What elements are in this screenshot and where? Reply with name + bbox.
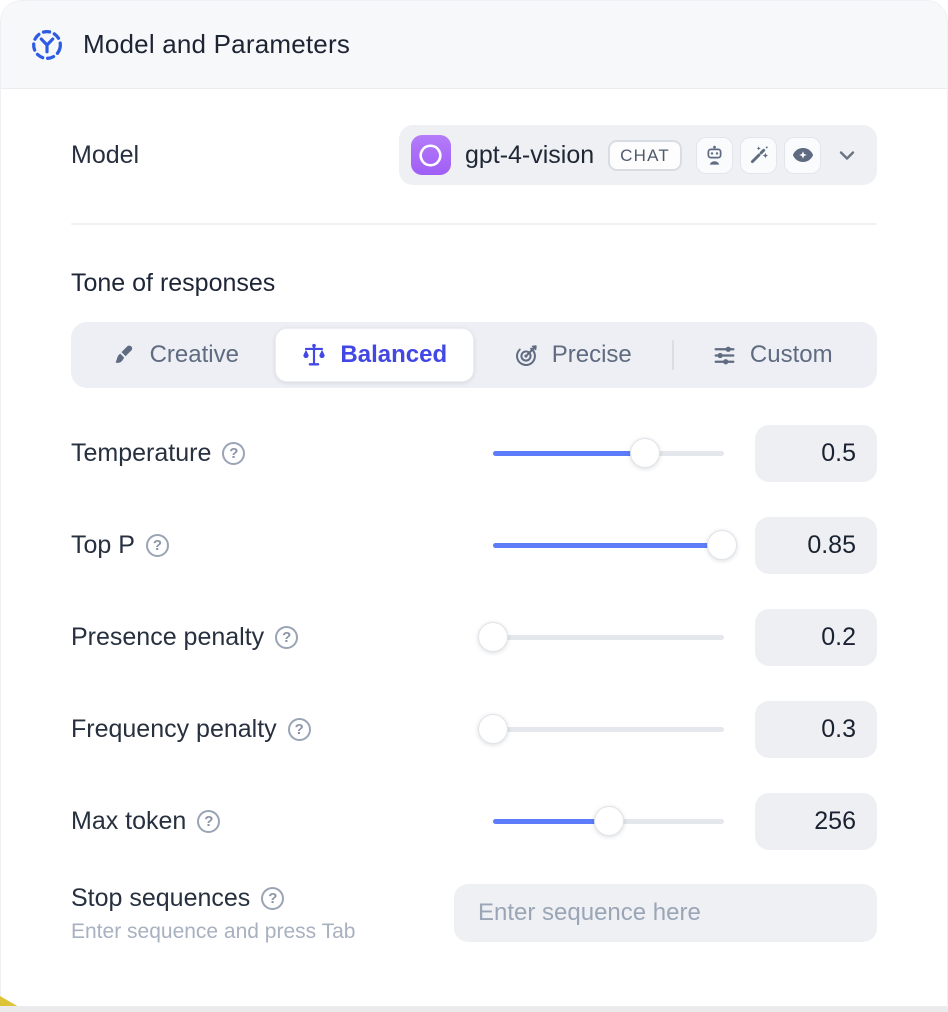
chatbot-icon [696, 136, 733, 174]
stop-sequences-hint: Enter sequence and press Tab [71, 920, 356, 943]
selected-model-name: gpt-4-vision [464, 140, 595, 169]
slider-track[interactable] [493, 634, 724, 640]
target-icon [514, 343, 539, 368]
param-label: Presence penalty [71, 622, 265, 651]
help-icon[interactable]: ? [261, 887, 285, 910]
tone-heading: Tone of responses [71, 269, 276, 297]
help-icon[interactable]: ? [222, 441, 246, 465]
presence-penalty-slider[interactable] [478, 622, 724, 652]
param-row-top-p: Top P ? 0.85 [71, 516, 877, 574]
param-row-frequency-penalty: Frequency penalty ? 0.3 [71, 700, 877, 758]
frequency-penalty-value[interactable]: 0.3 [755, 700, 877, 758]
top-p-slider[interactable] [493, 530, 737, 560]
stop-sequences-row: Stop sequences ? Enter sequence and pres… [71, 884, 877, 944]
scales-icon [301, 342, 327, 368]
slider-thumb[interactable] [630, 438, 661, 468]
magic-wand-icon [740, 136, 777, 174]
help-icon[interactable]: ? [197, 809, 221, 833]
section-divider [71, 223, 877, 225]
param-row-temperature: Temperature ? 0.5 [71, 424, 877, 482]
slider-thumb[interactable] [478, 714, 508, 744]
param-label: Frequency penalty [71, 714, 277, 743]
tone-option-creative[interactable]: Creative [77, 328, 275, 382]
chevron-down-icon[interactable] [835, 143, 859, 167]
sliders-icon [712, 343, 737, 368]
help-icon[interactable]: ? [275, 625, 299, 649]
presence-penalty-value[interactable]: 0.2 [755, 608, 877, 666]
openai-logo-icon [410, 135, 451, 175]
tone-option-label: Balanced [340, 341, 448, 368]
slider-fill [493, 542, 722, 548]
tone-option-precise[interactable]: Precise [474, 328, 672, 382]
max-token-slider[interactable] [493, 806, 724, 836]
param-row-max-token: Max token ? 256 [71, 792, 877, 850]
temperature-value[interactable]: 0.5 [755, 424, 877, 482]
capability-chips [696, 136, 821, 174]
slider-thumb[interactable] [478, 622, 508, 652]
tone-option-balanced[interactable]: Balanced [274, 328, 474, 382]
param-row-presence-penalty: Presence penalty ? 0.2 [71, 608, 877, 666]
tone-option-label: Precise [551, 341, 632, 368]
model-row: Model gpt-4-vision CH [71, 125, 877, 185]
max-token-value[interactable]: 256 [755, 792, 877, 850]
tone-option-label: Creative [149, 341, 239, 368]
top-p-value[interactable]: 0.85 [755, 516, 877, 574]
slider-fill [493, 818, 609, 824]
slider-fill [493, 450, 646, 456]
model-select-dropdown[interactable]: gpt-4-vision CHAT [398, 125, 877, 185]
vision-eye-icon [784, 136, 821, 174]
tone-option-label: Custom [749, 341, 833, 368]
param-label: Top P [71, 530, 135, 559]
stop-sequences-label: Stop sequences [71, 884, 251, 912]
panel-header: Model and Parameters [1, 1, 947, 89]
model-label: Model [71, 140, 140, 169]
model-type-badge: CHAT [608, 139, 682, 171]
param-label: Temperature [71, 438, 212, 467]
slider-thumb[interactable] [593, 806, 624, 836]
tone-segmented-control: Creative Balanced [71, 322, 877, 388]
background-bottom-strip [0, 1006, 948, 1012]
help-icon[interactable]: ? [287, 717, 311, 741]
background-corner-decoration [0, 996, 19, 1007]
segment-divider [671, 340, 674, 370]
paintbrush-icon [113, 343, 137, 367]
parameters-list: Temperature ? 0.5 Top P ? [71, 424, 877, 850]
help-icon[interactable]: ? [145, 533, 169, 557]
stop-sequence-input[interactable] [454, 884, 877, 942]
slider-track[interactable] [493, 726, 724, 732]
slider-thumb[interactable] [706, 530, 737, 560]
frequency-penalty-slider[interactable] [478, 714, 724, 744]
param-label: Max token [71, 806, 187, 835]
panel-title: Model and Parameters [83, 29, 351, 59]
tone-option-custom[interactable]: Custom [674, 328, 872, 382]
temperature-slider[interactable] [493, 438, 724, 468]
model-hub-icon [29, 27, 65, 63]
